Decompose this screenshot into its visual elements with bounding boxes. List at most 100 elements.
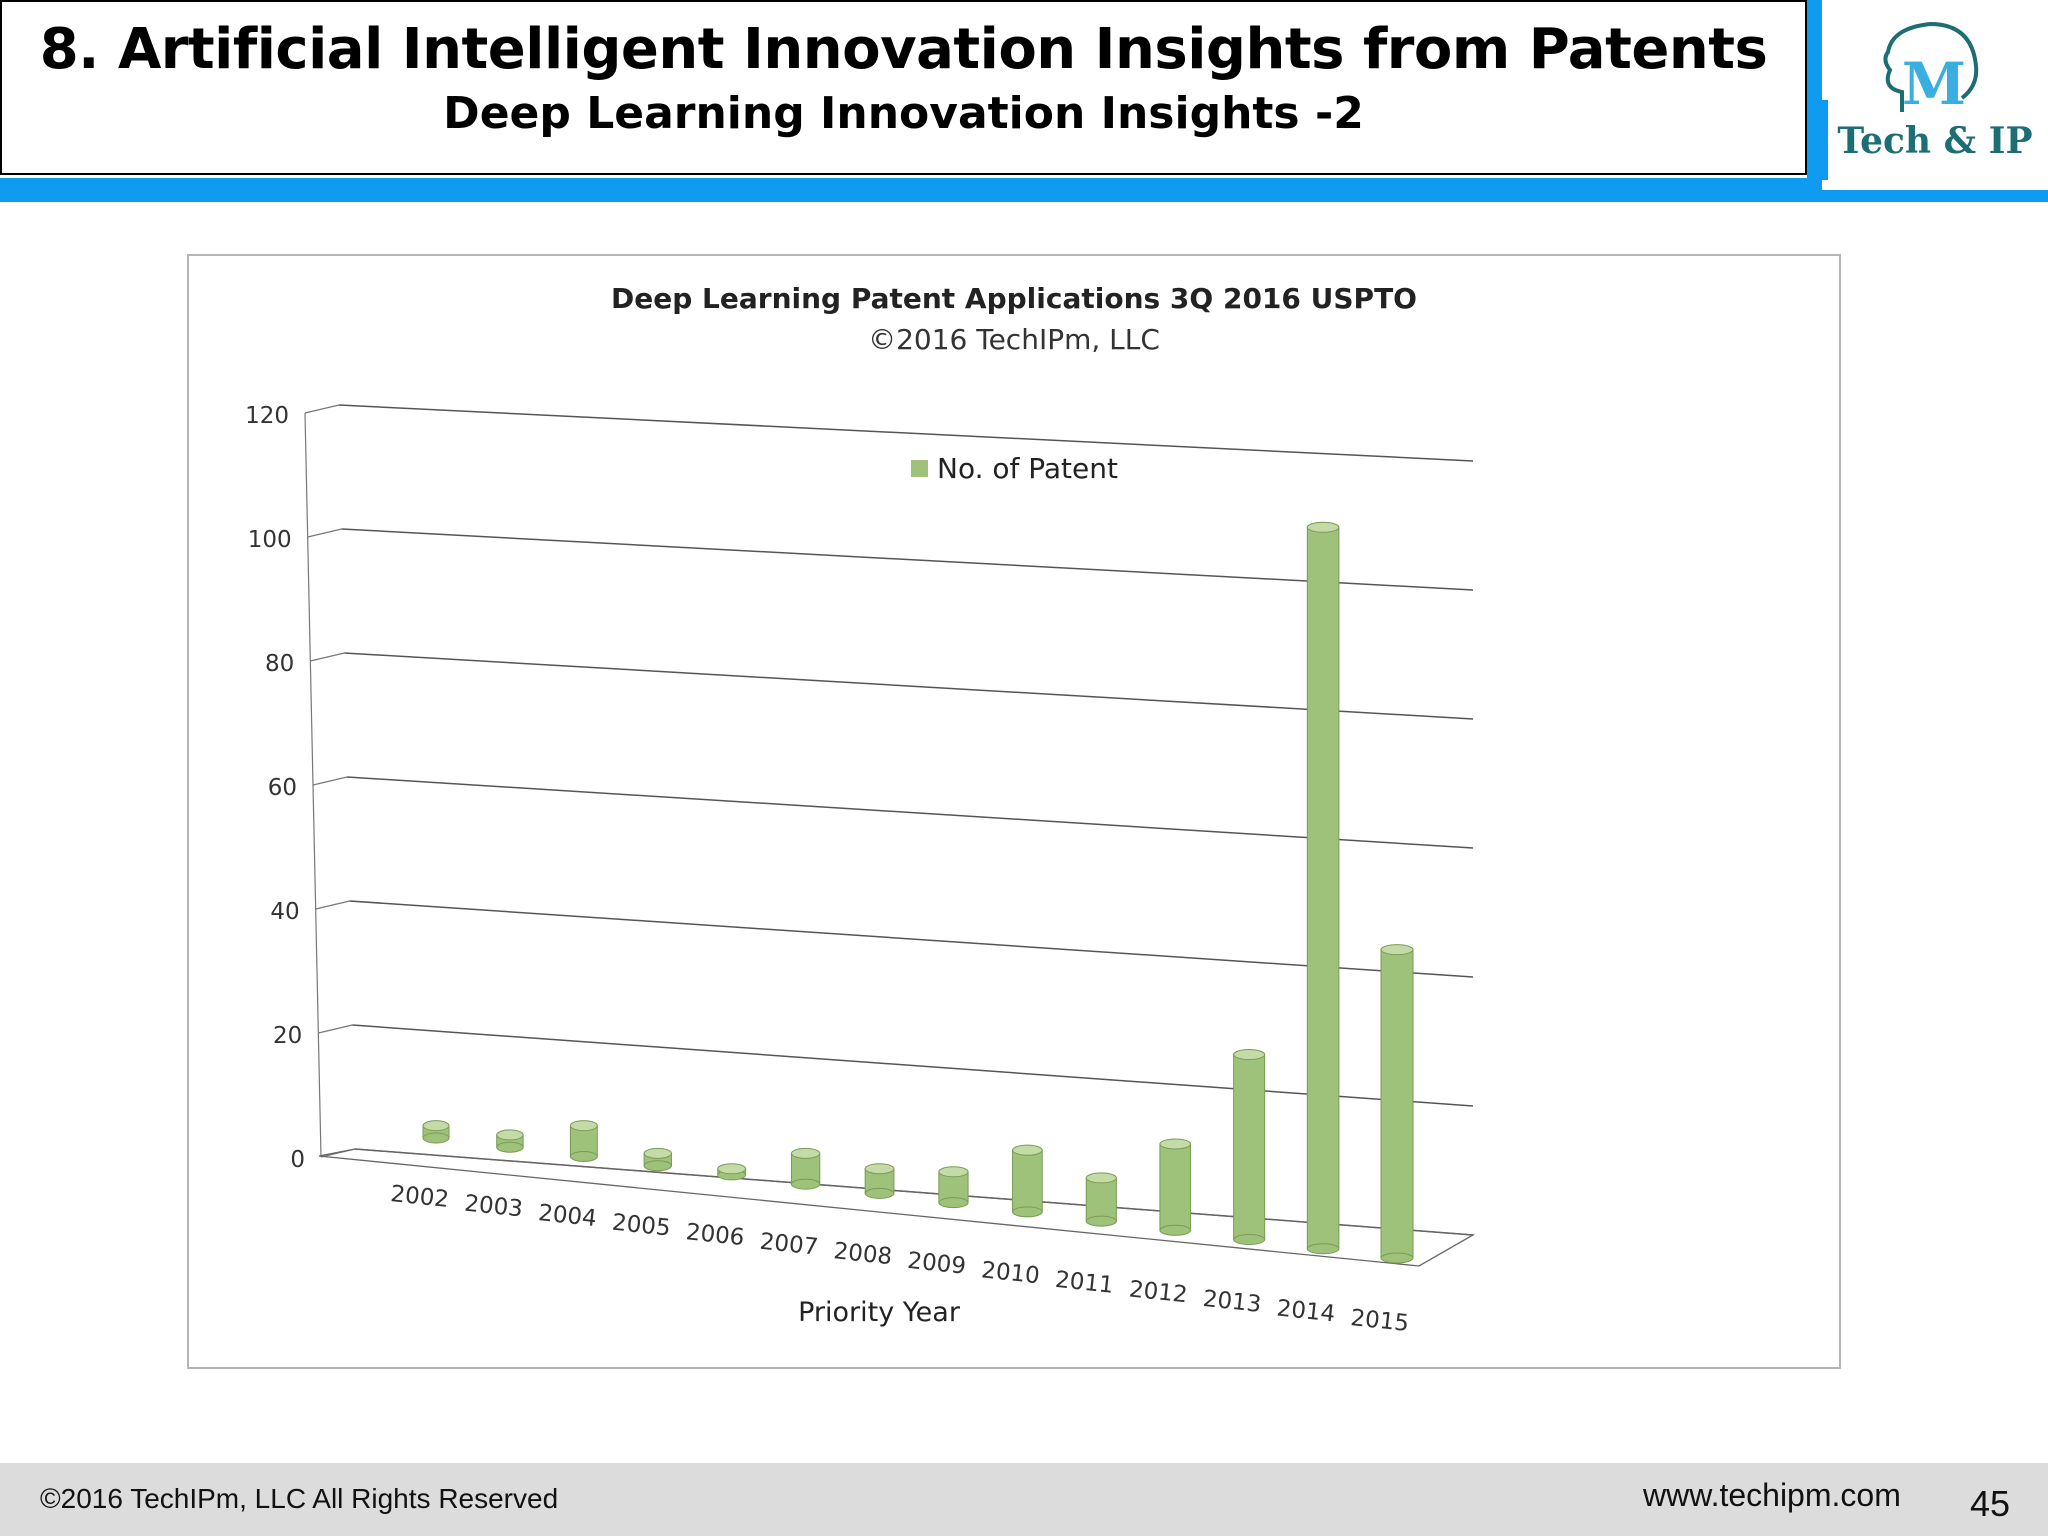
- gridline: [349, 900, 1474, 978]
- legend-swatch: [911, 460, 928, 477]
- header-bar-accent: [1807, 0, 1822, 202]
- bar-base: [569, 1150, 598, 1162]
- y-tick-label: 0: [290, 1147, 305, 1173]
- bar-layer: [422, 521, 1414, 1264]
- bar: [643, 1147, 672, 1172]
- bar-base: [1233, 1234, 1266, 1246]
- bar-top: [1085, 1172, 1117, 1184]
- bar-top: [422, 1120, 450, 1132]
- bar-top: [1380, 944, 1414, 956]
- bar-base: [643, 1160, 672, 1172]
- x-tick-label: 2012: [1128, 1276, 1189, 1308]
- bar-base: [1012, 1206, 1043, 1218]
- logo-head-icon: M: [1883, 21, 1979, 118]
- x-tick-label: 2009: [906, 1248, 967, 1280]
- chart-frame: 0 20 40 60 80 100 120 2002 2003 2004 2005 2006 2007 2…: [187, 254, 1841, 1369]
- footer: ©2016 TechIPm, LLC All Rights Reserved w…: [0, 1463, 2048, 1536]
- bar-body: [1380, 949, 1414, 1259]
- y-tick-label: 80: [265, 651, 294, 677]
- page-title: 8. Artificial Intelligent Innovation Ins…: [39, 17, 1768, 82]
- floor-plane: [318, 1148, 1476, 1267]
- bar: [422, 1120, 450, 1144]
- bar-base: [1159, 1224, 1192, 1236]
- logo: M Tech & IP: [1822, 0, 2048, 190]
- header-bar: [0, 178, 2048, 202]
- x-tick-label: 2013: [1202, 1286, 1263, 1318]
- page-subtitle: Deep Learning Innovation Insights -2: [443, 88, 1364, 139]
- grid-layer: [304, 404, 1474, 1236]
- bar-top: [1159, 1138, 1192, 1150]
- x-tick-label: 2008: [832, 1238, 893, 1270]
- y-tick-label: 100: [248, 527, 292, 553]
- logo-text: Tech & IP: [1837, 120, 2033, 162]
- y-tick-label: 120: [245, 403, 289, 429]
- legend-label: No. of Patent: [937, 452, 1118, 485]
- x-tick-label: 2007: [758, 1229, 819, 1261]
- bar-top: [938, 1166, 969, 1178]
- bar-body: [1306, 526, 1340, 1250]
- bar: [496, 1129, 524, 1153]
- axis-layer: [304, 412, 1476, 1267]
- x-axis-label: Priority Year: [798, 1297, 961, 1328]
- bar-top: [496, 1129, 524, 1141]
- bar-top: [643, 1147, 672, 1159]
- bar: [1306, 521, 1340, 1255]
- x-tick-label: 2010: [980, 1257, 1041, 1289]
- y-axis-line: [304, 412, 322, 1158]
- x-tick-label: 2015: [1349, 1305, 1410, 1337]
- bar-base: [790, 1178, 821, 1190]
- side-wall-line: [315, 900, 350, 910]
- x-tick-label: 2014: [1275, 1296, 1336, 1328]
- bar-body: [1159, 1143, 1192, 1231]
- side-wall-line: [304, 404, 340, 414]
- bar-top: [717, 1163, 747, 1175]
- bar-base: [938, 1197, 969, 1209]
- bar-base: [496, 1141, 524, 1153]
- bar-base: [864, 1187, 895, 1199]
- gridline: [341, 528, 1474, 591]
- x-tick-label: 2003: [463, 1191, 524, 1223]
- bar-body: [1233, 1054, 1266, 1241]
- bar-top: [1233, 1049, 1266, 1061]
- x-tick-label: 2006: [685, 1219, 746, 1251]
- bar: [717, 1163, 747, 1181]
- bar-top: [790, 1147, 821, 1159]
- legend: No. of Patent: [911, 452, 1118, 485]
- label-layer: 0 20 40 60 80 100 120 2002 2003 2004 2005 2006 2007 2…: [245, 403, 1410, 1337]
- bar-base: [1380, 1252, 1414, 1264]
- bar-top: [864, 1163, 895, 1175]
- bar-chart: 0 20 40 60 80 100 120 2002 2003 2004 2005 2006 2007 2…: [245, 282, 1476, 1337]
- bar: [1085, 1172, 1117, 1227]
- side-wall-line: [318, 1024, 353, 1034]
- y-tick-label: 40: [270, 899, 299, 925]
- y-tick-label: 20: [273, 1023, 302, 1049]
- bar-base: [1306, 1243, 1340, 1255]
- bar-body: [1012, 1149, 1043, 1213]
- page-number: 45: [1970, 1483, 2011, 1524]
- title-box: 8. Artificial Intelligent Innovation Ins…: [0, 0, 1807, 175]
- x-tick-label: 2002: [389, 1181, 450, 1213]
- gridline: [338, 404, 1474, 462]
- x-tick-label: 2011: [1054, 1267, 1115, 1299]
- chart-title: Deep Learning Patent Applications 3Q 201…: [611, 282, 1417, 315]
- bar: [790, 1147, 821, 1190]
- footer-url[interactable]: www.techipm.com: [1643, 1477, 1901, 1513]
- x-tick-label: 2005: [611, 1210, 672, 1242]
- bar-top: [1306, 521, 1340, 533]
- bar-top: [569, 1120, 598, 1132]
- bar: [864, 1163, 895, 1199]
- side-wall-line: [310, 652, 345, 662]
- bar: [569, 1120, 598, 1162]
- bar: [1233, 1049, 1266, 1246]
- bar: [1012, 1144, 1043, 1218]
- bar: [938, 1166, 969, 1209]
- gridline: [344, 652, 1474, 720]
- y-tick-label: 60: [268, 775, 297, 801]
- bar: [1380, 944, 1414, 1264]
- footer-copyright: ©2016 TechIPm, LLC All Rights Reserved: [40, 1483, 559, 1514]
- bar-base: [422, 1132, 450, 1144]
- bar-top: [1012, 1144, 1043, 1156]
- chart-subtitle: ©2016 TechIPm, LLC: [868, 323, 1160, 356]
- bar-base: [1085, 1215, 1117, 1227]
- bar-body: [1085, 1177, 1117, 1222]
